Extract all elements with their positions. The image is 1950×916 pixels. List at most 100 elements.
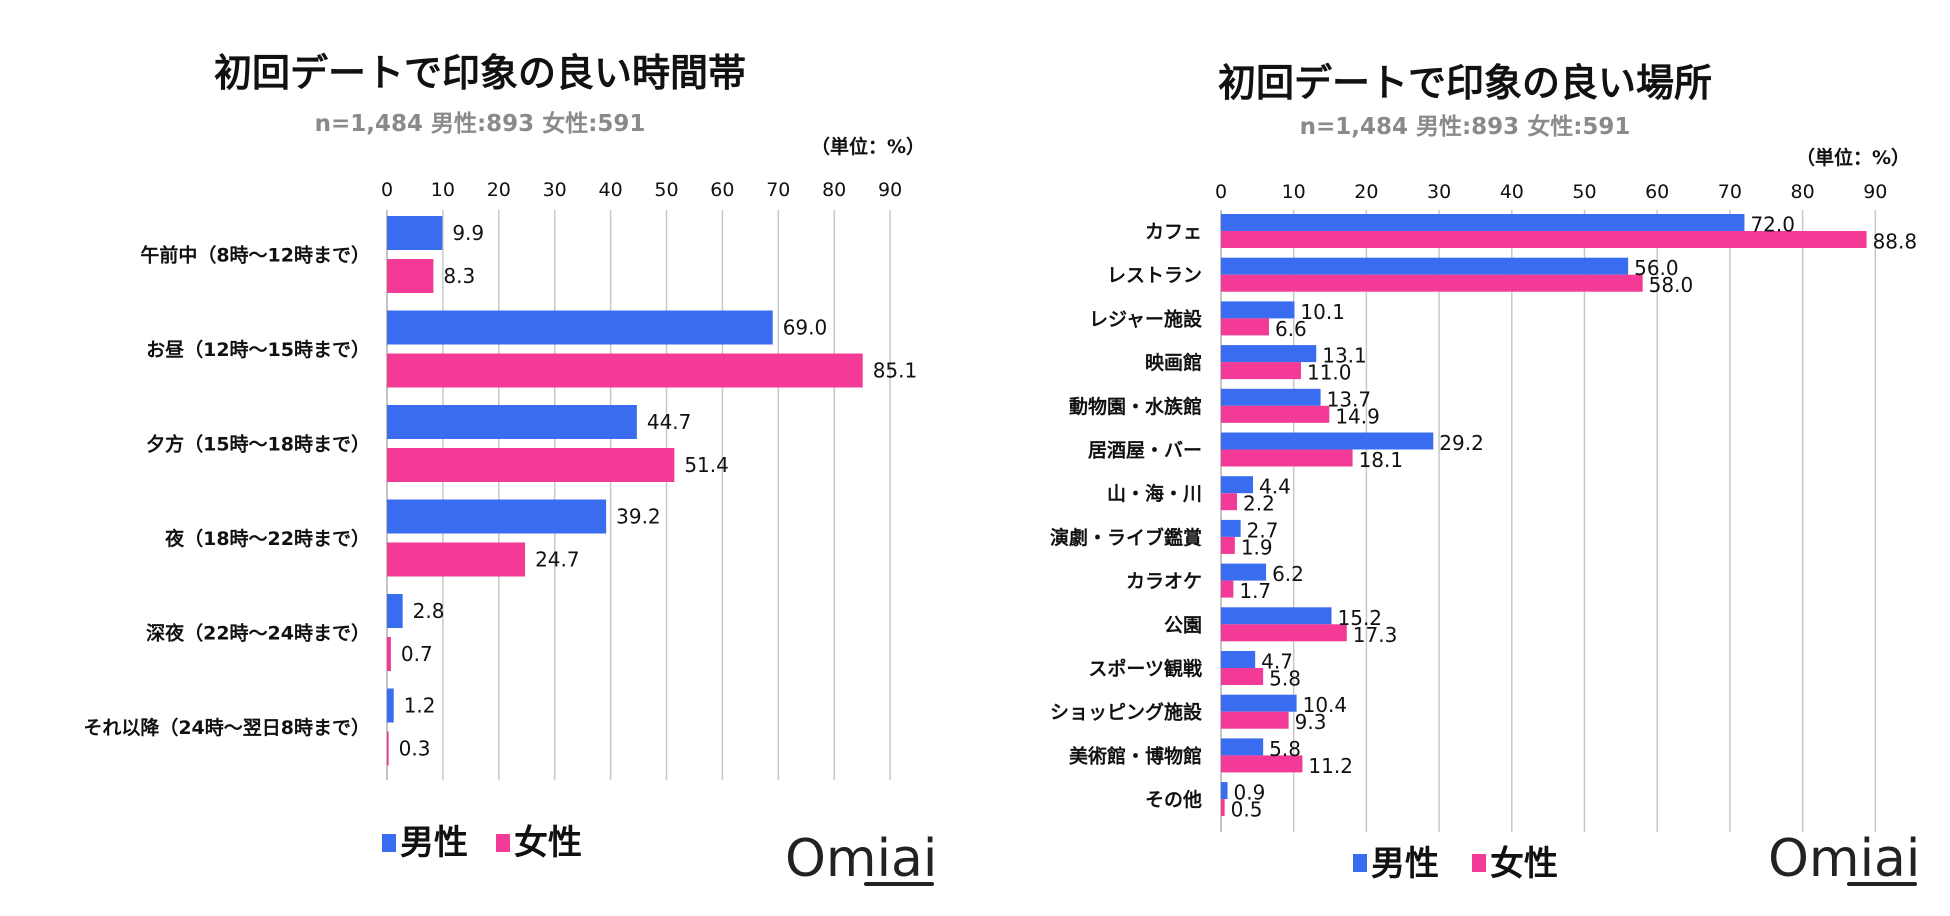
x-tick-label: 10 <box>431 179 455 201</box>
x-tick-label: 30 <box>543 179 567 201</box>
value-label-female: 24.7 <box>535 548 580 572</box>
category-label: その他 <box>1145 788 1202 811</box>
value-label-female: 9.3 <box>1295 710 1327 734</box>
category-label: 居酒屋・バー <box>1088 440 1202 462</box>
chart-title: 初回デートで印象の良い時間帯 <box>214 51 746 95</box>
value-label-female: 18.1 <box>1359 448 1404 472</box>
x-axis-ticks: 0 10 20 30 40 50 60 70 80 90 <box>381 179 902 201</box>
value-label-male: 13.1 <box>1322 344 1367 368</box>
logo-text: Omiai <box>785 829 937 889</box>
value-label-male: 10.4 <box>1303 693 1348 717</box>
value-label-female: 1.9 <box>1241 535 1273 559</box>
value-label-male: 9.9 <box>452 221 484 245</box>
legend-swatch-male <box>1353 854 1367 872</box>
x-tick-label: 60 <box>1645 181 1669 203</box>
category-label: それ以降（24時～翌日8時まで） <box>83 716 370 739</box>
bar-male <box>1221 214 1745 231</box>
bar-female <box>1221 449 1353 467</box>
x-tick-label: 0 <box>1215 181 1227 203</box>
bar-male <box>1221 607 1332 625</box>
category-label: お昼（12時～15時まで） <box>146 338 370 361</box>
value-label-male: 0.9 <box>1234 781 1266 805</box>
legend-label-male: 男性 <box>400 823 468 863</box>
category-labels: カフェレストランレジャー施設映画館動物園・水族館居酒屋・バー山・海・川演劇・ライ… <box>1050 221 1203 811</box>
value-label-male: 2.7 <box>1247 518 1279 542</box>
value-label-male: 29.2 <box>1439 431 1484 455</box>
bars <box>387 216 863 766</box>
value-label-male: 13.7 <box>1327 387 1372 411</box>
category-label: 夜（18時～22時まで） <box>164 527 370 550</box>
chart-subtitle: n=1,484 男性:893 女性:591 <box>315 110 646 137</box>
bar-male <box>387 499 607 534</box>
category-label: 午前中（8時～12時まで） <box>140 244 370 267</box>
bar-female <box>387 259 434 293</box>
value-label-female: 88.8 <box>1873 230 1918 254</box>
bar-female <box>1221 536 1235 554</box>
legend-swatch-male <box>382 834 396 852</box>
omiai-logo: Omiai <box>1768 829 1920 889</box>
category-label: 深夜（22時～24時まで） <box>146 622 370 645</box>
value-label-male: 72.0 <box>1750 213 1795 237</box>
bar-male <box>1221 651 1256 668</box>
x-tick-label: 90 <box>1863 181 1887 203</box>
bar-male <box>1221 738 1264 756</box>
value-label-male: 44.7 <box>647 410 692 434</box>
bar-male <box>1221 257 1629 275</box>
bar-female <box>1221 274 1643 292</box>
bars <box>1221 214 1867 817</box>
legend-swatch-female <box>496 834 510 852</box>
value-label-female: 1.7 <box>1239 579 1271 603</box>
value-label-male: 4.7 <box>1261 650 1293 674</box>
x-tick-label: 60 <box>710 179 734 201</box>
x-tick-label: 70 <box>766 179 790 201</box>
bar-male <box>1221 345 1317 363</box>
category-label: 映画館 <box>1145 351 1202 374</box>
category-label: レジャー施設 <box>1089 307 1203 330</box>
bar-female <box>1221 755 1303 773</box>
value-label-female: 5.8 <box>1269 667 1301 691</box>
x-tick-label: 40 <box>1500 181 1524 203</box>
bar-male <box>387 310 773 345</box>
x-tick-label: 80 <box>822 179 846 201</box>
bar-male <box>1221 432 1434 450</box>
bar-female <box>1221 580 1234 598</box>
chart-place: 初回デートで印象の良い場所 n=1,484 男性:893 女性:591 （単位：… <box>1050 61 1917 832</box>
value-label-female: 85.1 <box>873 359 918 383</box>
unit-label: （単位：%） <box>811 135 925 158</box>
x-tick-label: 70 <box>1718 181 1742 203</box>
category-label: 動物園・水族館 <box>1069 395 1202 418</box>
bar-female <box>387 731 389 766</box>
value-label-male: 15.2 <box>1338 606 1383 630</box>
category-label: 山・海・川 <box>1107 482 1202 505</box>
gridlines <box>386 210 891 780</box>
value-label-female: 11.2 <box>1308 754 1353 778</box>
data-labels: 9.9 8.3 69.0 85.1 44.7 51.4 39.2 24.7 2.8 0.7 1.2 0… <box>399 221 918 761</box>
unit-label: （単位：%） <box>1796 146 1910 169</box>
x-axis-ticks: 0 10 20 30 40 50 60 70 80 90 <box>1215 181 1887 203</box>
value-label-female: 0.3 <box>399 737 431 761</box>
bar-male <box>1221 388 1321 406</box>
x-tick-label: 0 <box>381 179 393 201</box>
bar-female <box>1221 405 1330 423</box>
data-labels: 72.0 88.8 56.058.0 10.16.6 13.111.013.714.9 2… <box>1231 213 1917 822</box>
x-tick-label: 80 <box>1791 181 1815 203</box>
bar-female <box>387 448 675 482</box>
category-label: カフェ <box>1145 221 1202 243</box>
value-label-female: 14.9 <box>1335 404 1380 428</box>
legend: 男性 女性 <box>1353 844 1558 884</box>
category-label: 演劇・ライブ鑑賞 <box>1050 526 1202 549</box>
value-label-male: 4.4 <box>1259 475 1291 499</box>
value-label-female: 0.7 <box>401 642 433 666</box>
bar-female <box>387 637 391 671</box>
x-tick-label: 20 <box>1354 181 1378 203</box>
bar-male <box>387 405 637 439</box>
bar-female <box>1221 668 1264 685</box>
value-label-male: 39.2 <box>616 505 661 529</box>
bar-male <box>1221 694 1297 712</box>
legend-label-female: 女性 <box>514 823 582 863</box>
value-label-female: 8.3 <box>443 264 475 288</box>
value-label-male: 5.8 <box>1269 737 1301 761</box>
value-label-female: 51.4 <box>684 453 729 477</box>
omiai-logo: Omiai <box>785 829 937 889</box>
value-label-female: 11.0 <box>1307 361 1352 385</box>
